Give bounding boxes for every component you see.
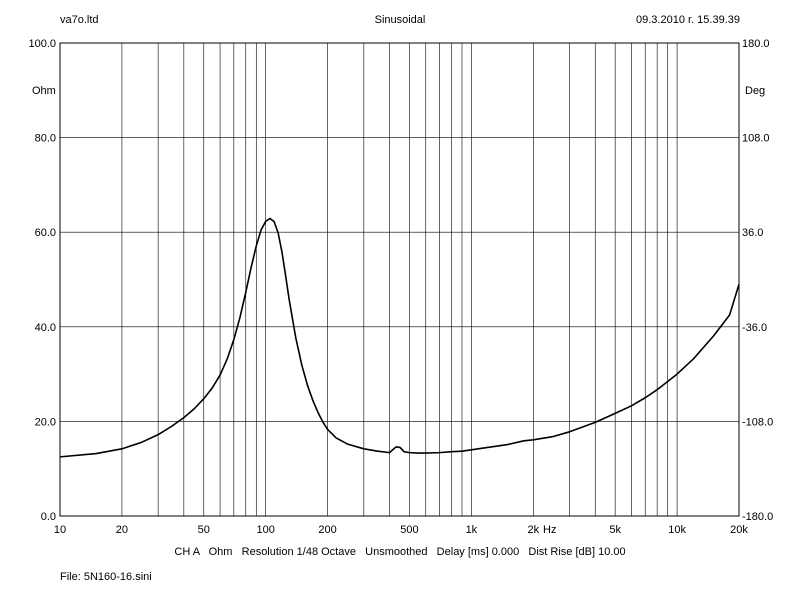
y-tick-label: 60.0 [35,227,56,239]
x-tick-label: 10k [668,524,686,536]
y-tick-label: 0.0 [41,511,56,523]
x-tick-label: 2k [527,524,539,536]
y2-axis-label: Deg [745,85,765,97]
y2-tick-label: 108.0 [742,133,770,145]
measurement-settings: CH A Ohm Resolution 1/48 Octave Unsmooth… [174,546,626,558]
impedance-curve [59,217,740,458]
x-tick-label: 1k [466,524,478,536]
tick-labels: 10 20 50 100 200 500 1k 2k 5k 10k 20k 0.0 20.0 40.0 60… [28,38,773,536]
plot-frame [59,42,740,517]
file-name-label: File: 5N160-16.sini [60,571,152,583]
x-tick-label: 20 [116,524,128,536]
x-tick-label: 5k [609,524,621,536]
x-tick-label: 500 [400,524,418,536]
y2-tick-label: -108.0 [742,416,773,428]
x-tick-label: 200 [318,524,336,536]
y-tick-label: 20.0 [35,416,56,428]
y2-tick-label: 180.0 [742,38,770,50]
grid-layer [60,42,739,517]
x-tick-label: 20k [730,524,748,536]
series-layer [59,217,740,458]
y-axis-label: Ohm [32,85,56,97]
timestamp-label: 09.3.2010 r. 15.39.39 [636,14,740,26]
x-tick-label: 100 [257,524,275,536]
x-axis-unit-label: Hz [543,524,556,536]
header-left-label: va7o.ltd [60,14,99,26]
y2-tick-label: -180.0 [742,511,773,523]
x-tick-label: 50 [198,524,210,536]
y2-tick-label: -36.0 [742,322,767,334]
chart-title: Sinusoidal [374,14,426,26]
x-tick-label: 10 [54,524,66,536]
y-tick-label: 40.0 [35,322,56,334]
y2-tick-label: 36.0 [742,227,763,239]
y-tick-label: 100.0 [28,38,56,50]
y-tick-label: 80.0 [35,133,56,145]
